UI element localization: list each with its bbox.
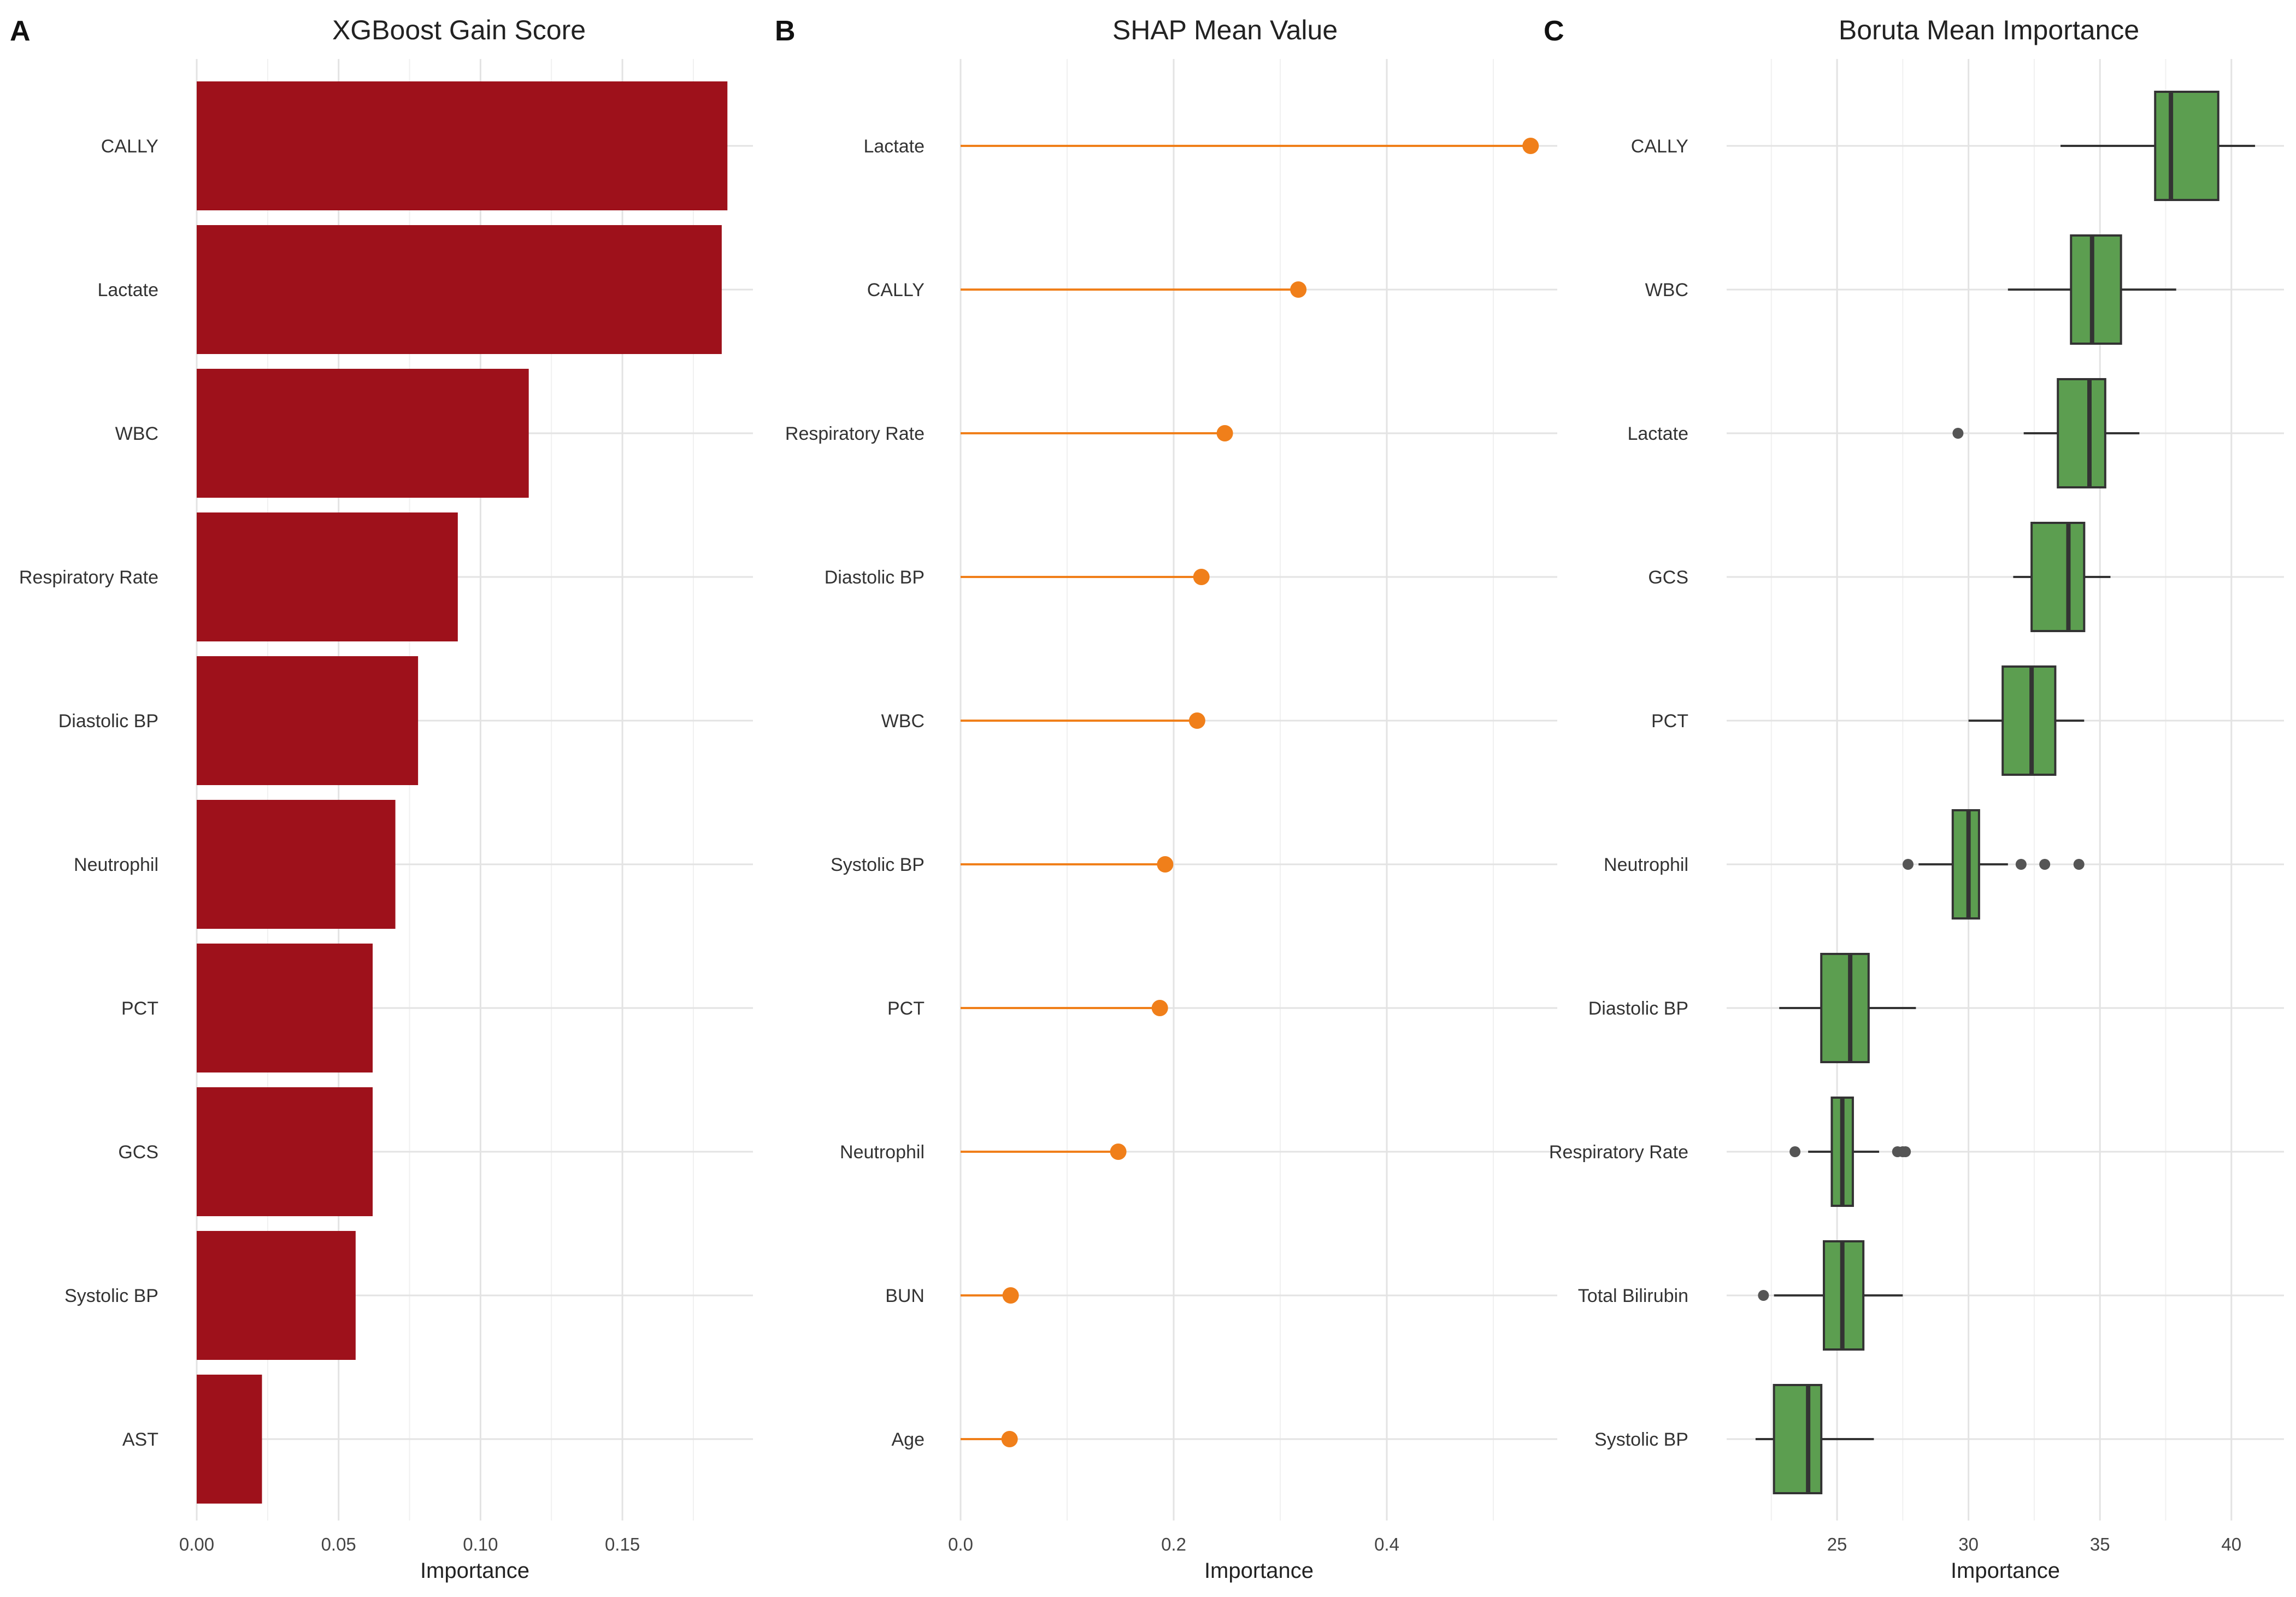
box [1820, 953, 1870, 1063]
x-axis-label: Importance [420, 1559, 529, 1583]
category-label: Lactate [863, 136, 925, 157]
bar [197, 1087, 373, 1216]
category-label: Respiratory Rate [1549, 1142, 1688, 1163]
lollipop-point [1193, 569, 1210, 585]
category-label: GCS [1648, 567, 1688, 588]
box-outlier [1789, 1146, 1801, 1157]
box [1951, 809, 1980, 920]
x-tick-label: 40 [2221, 1534, 2241, 1554]
category-label: CALLY [867, 280, 925, 300]
lollipop-point [1216, 425, 1233, 441]
x-tick-label: 0.15 [605, 1534, 640, 1554]
lollipop-point [1002, 1287, 1019, 1304]
category-label: Respiratory Rate [785, 423, 925, 444]
category-label: PCT [121, 998, 158, 1019]
box [2057, 378, 2106, 488]
category-label: Neutrophil [74, 855, 158, 875]
category-label: CALLY [1631, 136, 1688, 157]
box [2070, 234, 2122, 345]
category-label: Lactate [97, 280, 158, 300]
panel-letter: A [10, 15, 31, 47]
category-label: Total Bilirubin [1578, 1286, 1688, 1306]
lollipop-point [1290, 281, 1307, 298]
category-label: Diastolic BP [1588, 998, 1688, 1019]
box [2030, 522, 2086, 632]
x-tick-label: 35 [2090, 1534, 2110, 1554]
x-tick-label: 0.4 [1374, 1534, 1399, 1554]
category-label: PCT [1651, 711, 1688, 732]
panel-title: SHAP Mean Value [1112, 15, 1338, 45]
panel-letter: B [775, 15, 796, 47]
category-label: CALLY [101, 136, 158, 157]
lollipop-point [1188, 712, 1205, 729]
category-label: Systolic BP [1594, 1429, 1688, 1450]
category-label: Age [892, 1429, 925, 1450]
category-label: Lactate [1627, 423, 1688, 444]
box-outlier [1952, 428, 1964, 439]
bar [197, 1375, 262, 1504]
box [2154, 91, 2220, 201]
panel-letter: C [1544, 15, 1564, 47]
box [2001, 665, 2057, 776]
lollipop-point [1001, 1431, 1018, 1447]
category-label: WBC [1645, 280, 1688, 300]
x-tick-label: 0.05 [321, 1534, 356, 1554]
box-outlier [1902, 859, 1914, 870]
panel-title: Boruta Mean Importance [1839, 15, 2139, 45]
x-axis-label: Importance [1204, 1559, 1314, 1583]
category-label: Diastolic BP [825, 567, 925, 588]
x-tick-label: 0.2 [1161, 1534, 1186, 1554]
bar [197, 800, 396, 929]
lollipop-point [1151, 1000, 1168, 1016]
category-label: AST [122, 1429, 158, 1450]
bar [197, 656, 419, 785]
panel-b-shap: B SHAP Mean Value Lactate CALLY Respiratory … [775, 15, 1557, 1583]
x-tick-label: 0.0 [948, 1534, 973, 1554]
category-label: BUN [885, 1286, 925, 1306]
category-label: WBC [881, 711, 925, 732]
bar [197, 944, 373, 1072]
lollipop-point [1157, 856, 1174, 873]
bar [197, 1231, 356, 1360]
panel-a-xgboost: A XGBoost Gain Score CALLY Lactate WBC Respir… [10, 15, 753, 1583]
panel-c-boruta: C Boruta Mean Importance CALLY WBC Lactate GC… [1544, 15, 2284, 1583]
box [1773, 1384, 1823, 1494]
x-tick-label: 0.00 [179, 1534, 214, 1554]
panel-title: XGBoost Gain Score [332, 15, 586, 45]
category-label: Systolic BP [831, 855, 925, 875]
bar [197, 225, 722, 354]
x-tick-label: 30 [1958, 1534, 1979, 1554]
lollipop-point [1522, 138, 1539, 154]
category-label: GCS [118, 1142, 158, 1163]
category-label: Neutrophil [840, 1142, 925, 1163]
box-outlier [1758, 1290, 1769, 1301]
category-label: Systolic BP [64, 1286, 158, 1306]
box-outlier [2015, 859, 2027, 870]
box-outlier [2039, 859, 2051, 870]
bar [197, 81, 728, 210]
category-label: WBC [115, 423, 158, 444]
x-tick-label: 25 [1827, 1534, 1847, 1554]
category-label: Neutrophil [1604, 855, 1688, 875]
box-outlier [2073, 859, 2085, 870]
category-label: Diastolic BP [58, 711, 158, 732]
x-axis-label: Importance [1951, 1559, 2060, 1583]
bar [197, 369, 529, 498]
box-outlier [1900, 1146, 1911, 1157]
category-label: PCT [887, 998, 925, 1019]
lollipop-point [1110, 1144, 1127, 1160]
bar [197, 512, 458, 641]
x-tick-label: 0.10 [463, 1534, 498, 1554]
category-label: Respiratory Rate [19, 567, 158, 588]
